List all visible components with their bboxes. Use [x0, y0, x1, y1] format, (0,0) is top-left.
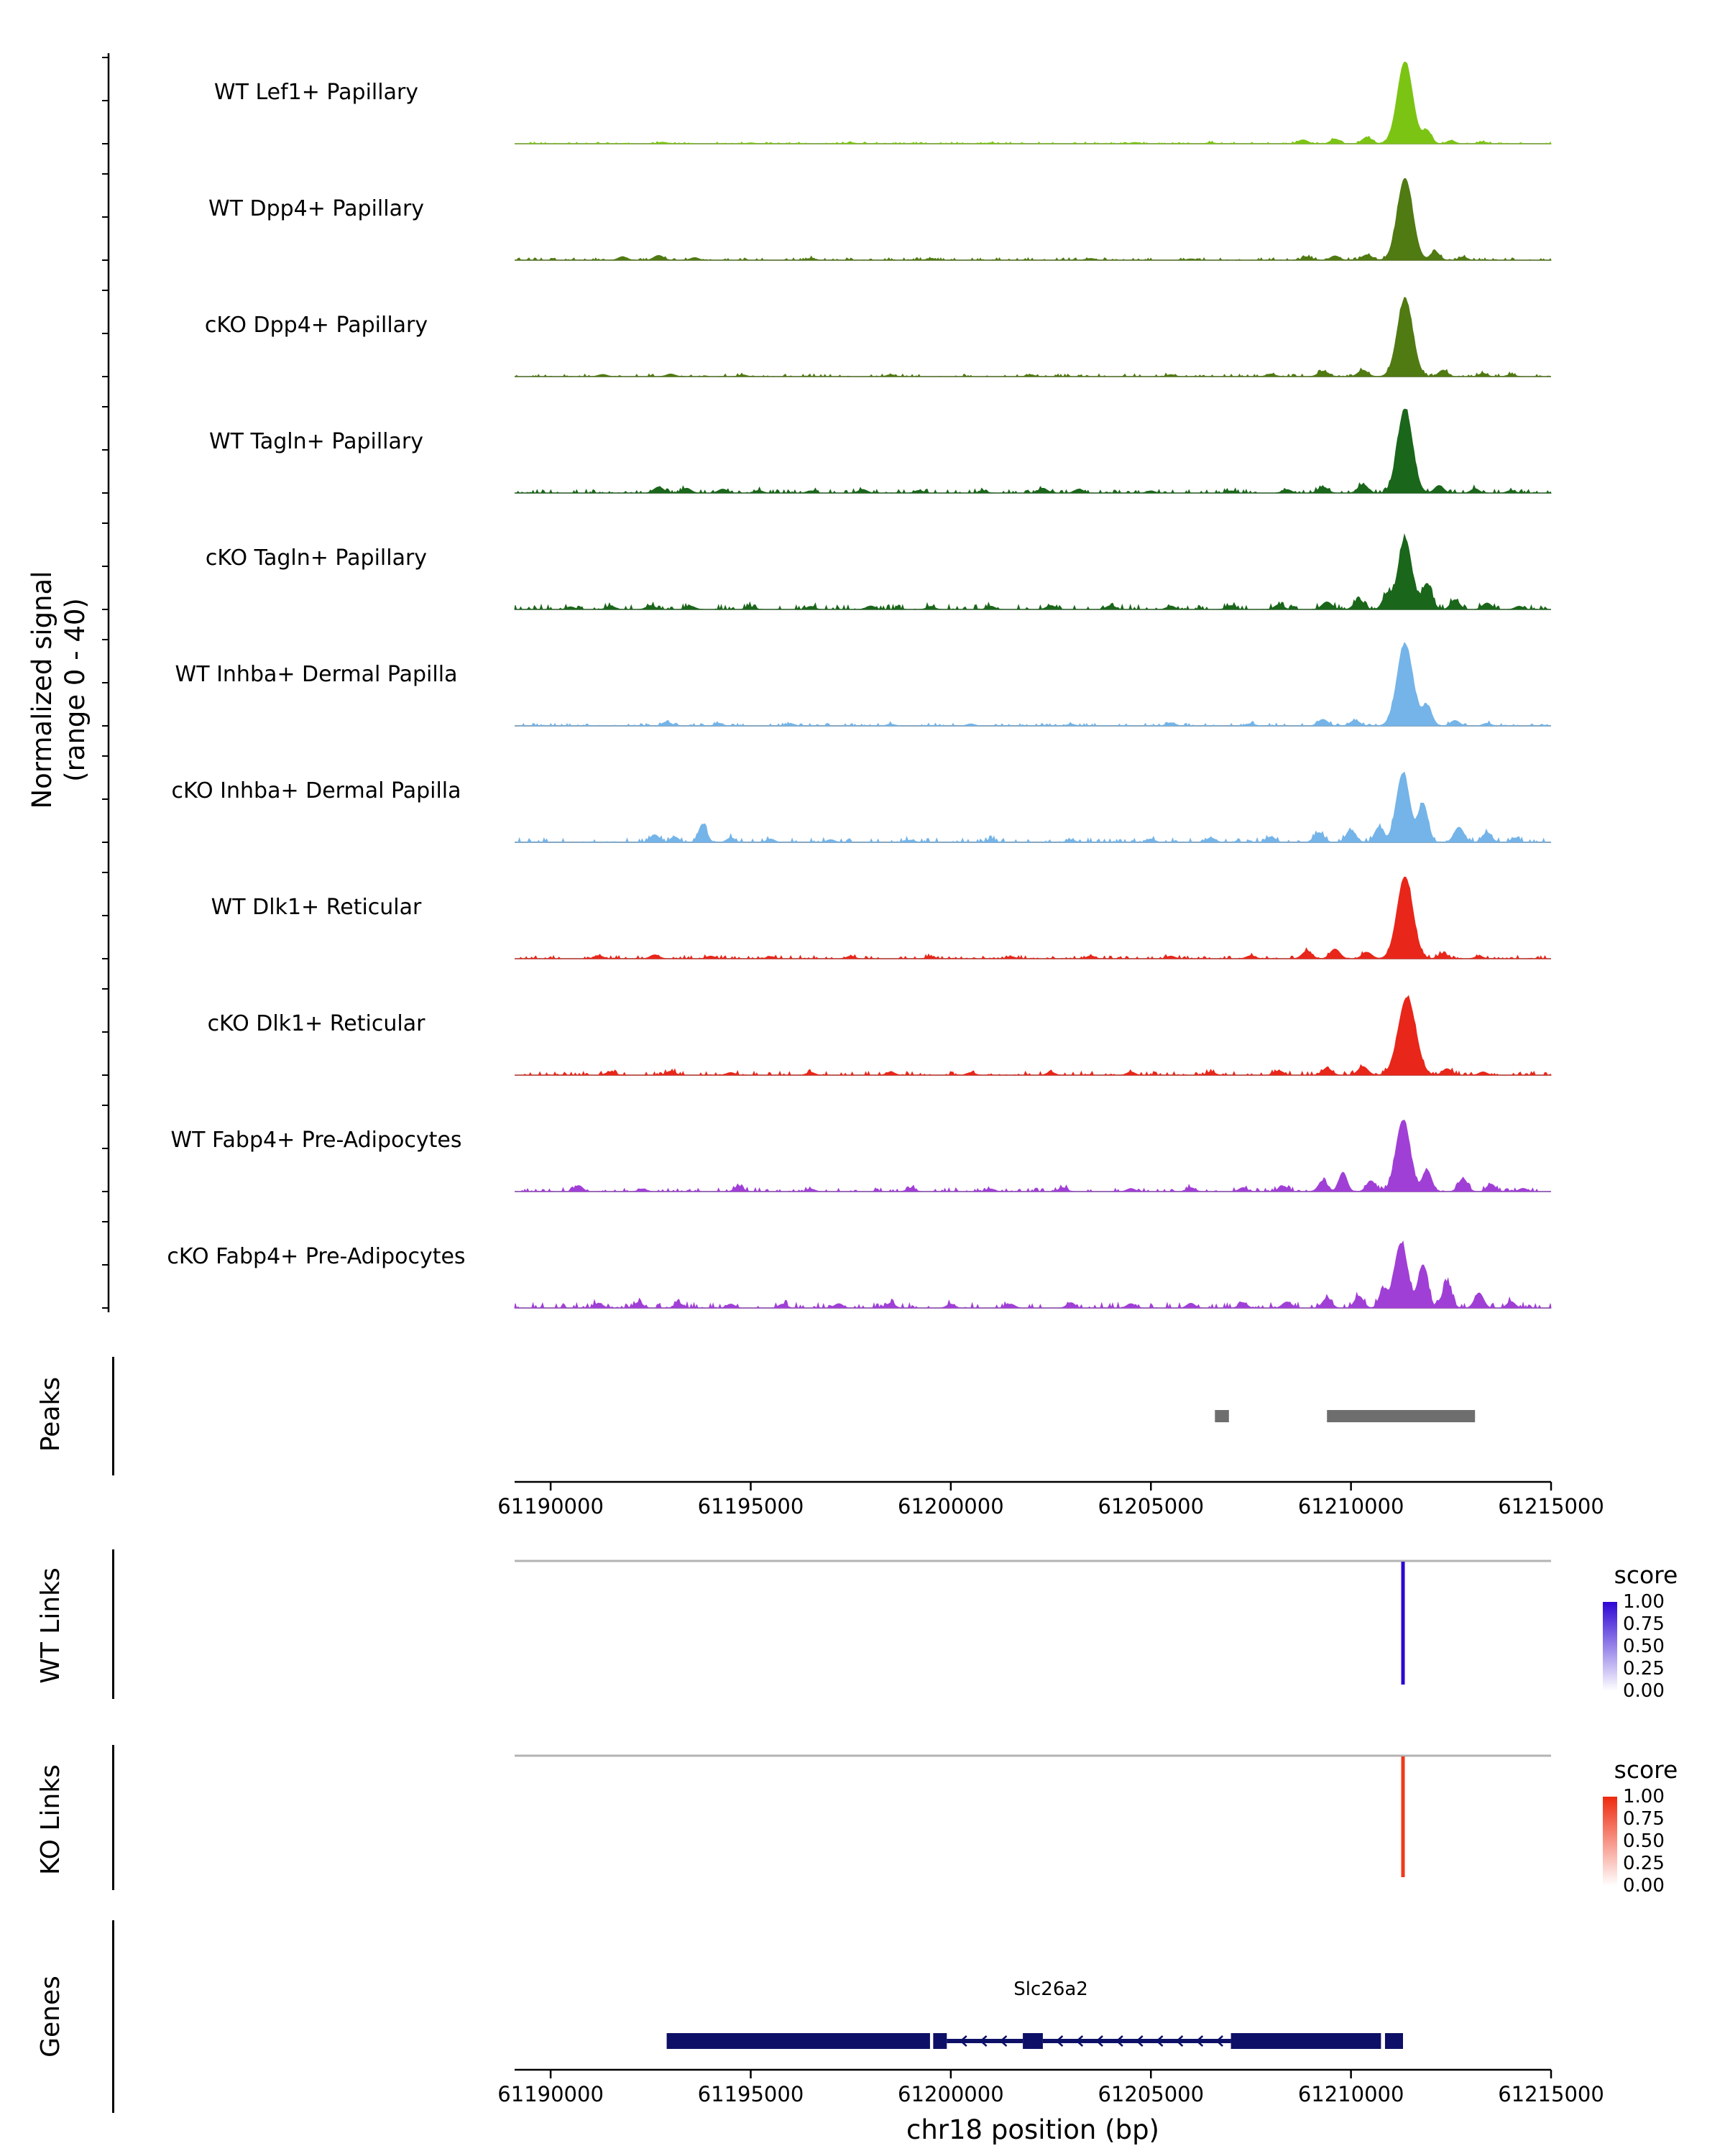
- minus-strand-arrow-icon: [959, 2035, 967, 2047]
- track-label: cKO Inhba+ Dermal Papilla: [171, 778, 461, 803]
- score-tick-label: 1.00: [1623, 1591, 1665, 1613]
- x-tick-label: 61200000: [898, 2082, 1004, 2106]
- minus-strand-arrow-icon: [1175, 2035, 1184, 2047]
- signal-area: [514, 1240, 1552, 1309]
- ko-links-legend-title: score: [1614, 1756, 1678, 1784]
- ko-score-tick-labels: 1.00 0.75 0.50 0.25 0.00: [1623, 1787, 1665, 1895]
- minus-strand-arrow-icon: [1075, 2035, 1084, 2047]
- signal-area: [515, 642, 1551, 727]
- ko-links-section-bracket: [112, 1745, 114, 1890]
- signal-area: [515, 178, 1552, 261]
- genes-section-label: Genes: [36, 1976, 65, 2058]
- signal-area: [514, 533, 1551, 611]
- signal-area: [515, 61, 1552, 144]
- track-label: WT Tagln+ Papillary: [209, 429, 423, 454]
- minus-strand-arrow-icon: [1155, 2035, 1164, 2047]
- score-tick-label: 0.50: [1623, 1830, 1665, 1852]
- x-tick-label: 61205000: [1098, 2082, 1204, 2106]
- gene-exon-block: [1023, 2033, 1043, 2049]
- track-label: WT Inhba+ Dermal Papilla: [175, 662, 458, 687]
- x-tick-label: 61205000: [1098, 1494, 1204, 1519]
- track-label: WT Fabp4+ Pre-Adipocytes: [171, 1128, 462, 1153]
- genes-section-bracket: [112, 1920, 114, 2113]
- signal-area: [515, 1120, 1551, 1193]
- wt-links-section-label: WT Links: [36, 1567, 65, 1684]
- y-axis-label-line2: (range 0 - 40): [60, 598, 91, 782]
- peak-region: [1327, 1410, 1476, 1422]
- gene-exon-block: [933, 2033, 947, 2049]
- x-tick-label: 61190000: [497, 2082, 604, 2106]
- x-tick-label: 61200000: [898, 1494, 1004, 1519]
- wt-score-gradient-bar: [1603, 1602, 1617, 1691]
- wt-links-legend-title: score: [1614, 1561, 1678, 1589]
- x-tick-label: 61215000: [1498, 2082, 1604, 2106]
- x-tick-label: 61210000: [1298, 2082, 1404, 2106]
- ko-links-section-label: KO Links: [36, 1764, 65, 1875]
- peaks-section-label: Peaks: [36, 1376, 65, 1452]
- track-label: cKO Tagln+ Papillary: [206, 545, 427, 571]
- score-tick-label: 0.25: [1623, 1658, 1665, 1680]
- track-label: cKO Dlk1+ Reticular: [208, 1011, 426, 1036]
- track-label: cKO Dpp4+ Papillary: [205, 313, 428, 338]
- track-label: cKO Fabp4+ Pre-Adipocytes: [167, 1244, 465, 1269]
- minus-strand-arrow-icon: [999, 2035, 1008, 2047]
- x-tick-label: 61195000: [698, 1494, 804, 1519]
- score-tick-label: 1.00: [1623, 1786, 1665, 1807]
- gene-name: Slc26a2: [1013, 1978, 1088, 2000]
- gene-exon-block: [1230, 2033, 1381, 2049]
- x-tick-label: 61215000: [1498, 1494, 1604, 1519]
- score-tick-label: 0.00: [1623, 1875, 1665, 1897]
- signal-area: [515, 771, 1551, 844]
- peak-region: [1215, 1410, 1229, 1422]
- y-axis-label: Normalized signal (range 0 - 40): [26, 367, 92, 1013]
- score-tick-label: 0.50: [1623, 1636, 1665, 1657]
- x-axis-title: chr18 position (bp): [906, 2114, 1159, 2145]
- peaks-section-bracket: [112, 1357, 114, 1475]
- signal-area: [515, 297, 1551, 378]
- signal-area: [515, 408, 1552, 494]
- minus-strand-arrow-icon: [1195, 2035, 1204, 2047]
- track-label: WT Lef1+ Papillary: [214, 80, 418, 105]
- minus-strand-arrow-icon: [979, 2035, 988, 2047]
- score-tick-label: 0.00: [1623, 1680, 1665, 1702]
- signal-area: [515, 876, 1551, 960]
- minus-strand-arrow-icon: [1095, 2035, 1103, 2047]
- score-tick-label: 0.75: [1623, 1808, 1665, 1830]
- x-tick-label: 61210000: [1298, 1494, 1404, 1519]
- gene-intron-line: [947, 2039, 1024, 2043]
- score-tick-label: 0.75: [1623, 1613, 1665, 1635]
- wt-links-section-bracket: [112, 1549, 114, 1699]
- minus-strand-arrow-icon: [1135, 2035, 1144, 2047]
- signal-area: [515, 995, 1552, 1077]
- ko-score-gradient-bar: [1603, 1797, 1617, 1886]
- wt-score-tick-labels: 1.00 0.75 0.50 0.25 0.00: [1623, 1593, 1665, 1700]
- score-tick-label: 0.25: [1623, 1853, 1665, 1874]
- track-label: WT Dlk1+ Reticular: [211, 895, 422, 920]
- gene-exon-block: [1384, 2033, 1403, 2049]
- gene-exon-block: [666, 2033, 930, 2049]
- track-label: WT Dpp4+ Papillary: [208, 196, 424, 221]
- minus-strand-arrow-icon: [1116, 2035, 1123, 2047]
- y-axis-label-line1: Normalized signal: [27, 571, 58, 809]
- minus-strand-arrow-icon: [1215, 2035, 1223, 2047]
- x-tick-label: 61195000: [698, 2082, 804, 2106]
- x-tick-label: 61190000: [497, 1494, 604, 1519]
- minus-strand-arrow-icon: [1055, 2035, 1064, 2047]
